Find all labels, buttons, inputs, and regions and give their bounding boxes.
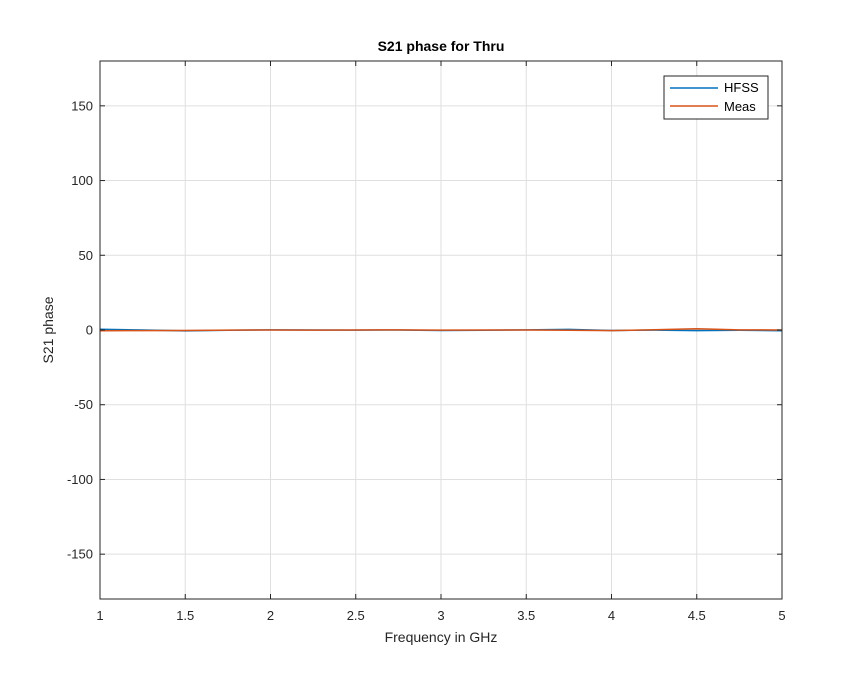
y-tick-label: 0 xyxy=(86,323,93,338)
legend: HFSS Meas xyxy=(663,75,769,120)
x-axis-ticks: 1 1.5 2 2.5 3 3.5 4 4.5 5 xyxy=(96,61,786,623)
x-tick-label: 1 xyxy=(96,608,103,623)
legend-box xyxy=(663,75,769,120)
x-axis-label: Frequency in GHz xyxy=(385,629,498,645)
x-tick-label: 1.5 xyxy=(176,608,194,623)
legend-label-meas: Meas xyxy=(724,99,756,114)
x-tick-label: 3.5 xyxy=(517,608,535,623)
y-tick-label: 150 xyxy=(71,98,93,113)
series-line-meas xyxy=(99,328,783,332)
x-tick-label: 4 xyxy=(608,608,615,623)
series-layer xyxy=(99,328,783,332)
x-tick-label: 3 xyxy=(437,608,444,623)
y-tick-label: -150 xyxy=(67,547,93,562)
y-axis-ticks: -150 -100 -50 0 50 100 150 xyxy=(67,98,782,562)
y-tick-label: -100 xyxy=(67,472,93,487)
x-tick-label: 5 xyxy=(778,608,785,623)
y-tick-label: 50 xyxy=(79,248,93,263)
y-tick-label: 100 xyxy=(71,173,93,188)
x-tick-label: 4.5 xyxy=(688,608,706,623)
plot-area: 1 1.5 2 2.5 3 3.5 4 4.5 5 -150 -100 -50 0 50 100 150 xyxy=(67,60,786,623)
y-axis-label: S21 phase xyxy=(40,296,56,363)
chart-title: S21 phase for Thru xyxy=(378,38,505,54)
legend-label-hfss: HFSS xyxy=(724,80,759,95)
y-tick-label: -50 xyxy=(74,397,93,412)
x-tick-label: 2.5 xyxy=(347,608,365,623)
x-tick-label: 2 xyxy=(267,608,274,623)
